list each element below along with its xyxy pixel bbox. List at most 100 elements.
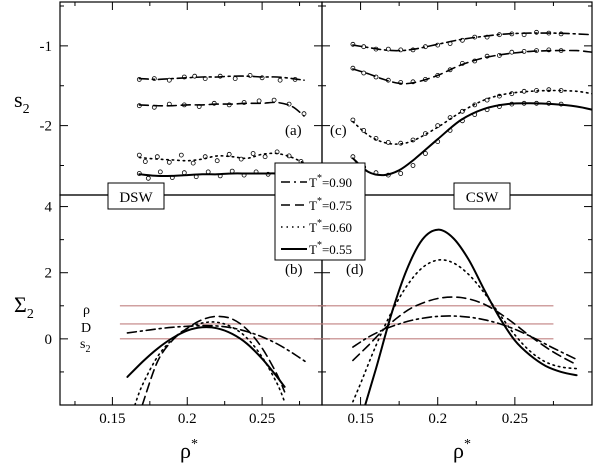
marker-a-1-4: [196, 104, 202, 109]
marker-c-0-8: [447, 41, 453, 46]
marker-a-2-11: [262, 154, 268, 160]
marker-c-3-17: [558, 101, 564, 107]
ytick-label-a-0: -1: [40, 39, 53, 55]
marker-a-2-12: [274, 149, 280, 155]
legend-entry-2-prefix: T: [309, 198, 317, 213]
marker-c-2-10: [472, 102, 478, 108]
marker-a-2-8: [226, 151, 232, 157]
marker-c-0-0: [350, 41, 356, 47]
marker-c-3-7: [435, 139, 441, 145]
marker-c-1-13: [509, 49, 515, 55]
marker-c-2-3: [385, 139, 391, 145]
marker-c-0-5: [410, 47, 416, 53]
ylabel-top-main: s: [14, 87, 23, 112]
marker-c-1-5: [410, 79, 416, 85]
marker-c-0-16: [546, 30, 552, 36]
xtick-label-b-1: 0.2: [178, 411, 197, 427]
marker-a-1-2: [166, 101, 172, 107]
marker-a-2-1: [142, 159, 148, 164]
legend-entry-2-value: =0.75: [322, 198, 352, 213]
ylabel-top-sub: 2: [23, 102, 30, 117]
marker-a-0-4: [192, 73, 198, 79]
marker-a-1-6: [226, 102, 232, 108]
marker-a-1-5: [211, 100, 217, 106]
xtick-label-b-2: 0.25: [249, 411, 275, 427]
marker-c-0-13: [509, 31, 515, 37]
legend: T*=0.90 T*=0.75 T*=0.60 T*=0.55: [274, 162, 366, 261]
marker-c-1-12: [496, 53, 502, 58]
marker-a-2-10: [250, 151, 256, 156]
curve-d-solid: [364, 228, 578, 405]
marker-c-3-3: [385, 172, 391, 178]
marker-a-0-7: [232, 76, 238, 81]
legend-entry-3: T*=0.60: [309, 218, 352, 235]
curve-c-dash: [352, 49, 592, 85]
xlabel-right-sup: *: [464, 437, 471, 452]
marker-a-0-8: [247, 73, 253, 78]
marker-a-3-8: [229, 168, 235, 174]
marker-c-1-17: [558, 48, 564, 53]
marker-a-0-6: [217, 73, 223, 79]
marker-a-3-5: [193, 174, 199, 180]
marker-c-1-2: [373, 74, 379, 80]
marker-c-1-1: [361, 70, 367, 76]
marker-a-3-7: [217, 173, 223, 179]
ylabel-top: s2: [14, 87, 30, 117]
marker-c-1-6: [422, 77, 428, 82]
marker-a-0-5: [202, 76, 208, 81]
marker-c-0-14: [521, 32, 527, 38]
marker-a-3-3: [169, 175, 175, 180]
marker-a-2-5: [190, 160, 196, 166]
marker-c-2-2: [373, 135, 379, 141]
marker-c-3-2: [373, 170, 379, 176]
legend-entry-4-sup: *: [317, 240, 322, 251]
marker-a-2-13: [286, 153, 292, 159]
marker-c-2-16: [546, 87, 552, 93]
ylabel-bottom: Σ2: [14, 292, 34, 322]
marker-c-0-7: [435, 42, 441, 48]
marker-a-1-9: [271, 97, 277, 103]
legend-entry-1-prefix: T: [309, 175, 317, 190]
curve-a-solid: [138, 172, 286, 178]
marker-a-1-1: [151, 104, 157, 110]
marker-a-1-10: [286, 101, 292, 107]
marker-c-3-4: [398, 171, 404, 176]
marker-c-0-10: [472, 34, 478, 40]
marker-a-3-10: [253, 169, 259, 175]
xtick-label-d-0: 0.15: [347, 411, 373, 427]
marker-c-3-11: [484, 107, 490, 113]
curve-d-dashdot: [352, 315, 578, 361]
legend-entry-1: T*=0.90: [309, 173, 352, 190]
panel-tag-d: (d): [346, 262, 364, 278]
marker-c-2-6: [422, 131, 428, 137]
marker-a-3-0: [136, 171, 142, 176]
marker-c-1-11: [484, 53, 490, 59]
marker-c-0-6: [422, 44, 428, 50]
marker-a-0-1: [151, 76, 157, 81]
marker-c-2-5: [410, 137, 416, 143]
xtick-label-b-0: 0.15: [99, 411, 125, 427]
xtick-label-d-1: 0.2: [428, 411, 447, 427]
marker-c-1-10: [472, 58, 478, 64]
marker-a-1-11: [301, 111, 307, 117]
ytick-label-b-0: 4: [45, 200, 53, 216]
ylabel-bottom-sub: 2: [27, 307, 34, 322]
marker-a-2-3: [166, 159, 172, 165]
marker-a-3-9: [241, 172, 247, 178]
legend-box: [274, 162, 366, 261]
marker-a-0-10: [277, 77, 283, 83]
marker-c-2-7: [435, 123, 441, 128]
ref-label-s2: s2: [80, 337, 90, 355]
legend-entry-4-prefix: T: [309, 242, 317, 257]
marker-c-2-12: [496, 93, 502, 99]
marker-a-2-4: [178, 152, 184, 158]
curve-a-dash: [138, 101, 305, 117]
legend-entry-4: T*=0.55: [309, 240, 352, 257]
region-box-right: [453, 182, 511, 210]
region-label-left: DSW: [119, 190, 153, 206]
marker-c-2-11: [484, 97, 490, 103]
xlabel-left: ρ*: [180, 437, 198, 463]
marker-c-3-13: [509, 101, 515, 107]
marker-a-0-3: [181, 74, 187, 80]
marker-c-0-9: [459, 37, 465, 43]
